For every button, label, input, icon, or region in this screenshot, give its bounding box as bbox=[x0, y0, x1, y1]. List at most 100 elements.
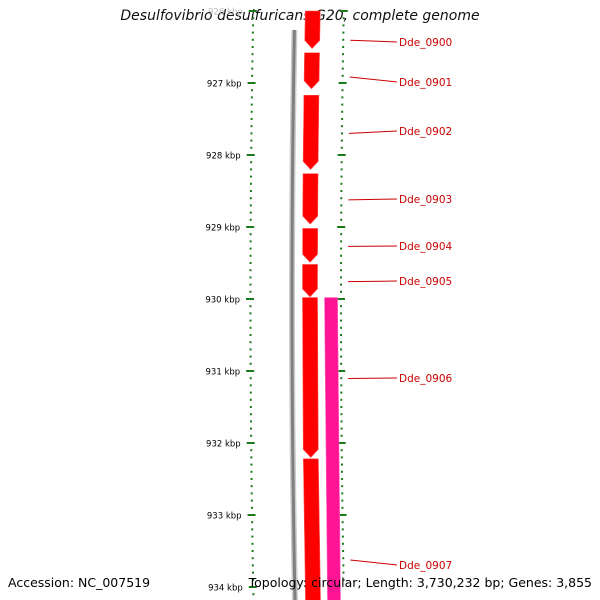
ruler-tick-minor-right bbox=[340, 233, 343, 236]
ruler-tick-minor bbox=[249, 283, 252, 286]
ruler-tick-minor bbox=[250, 139, 253, 142]
gene-label: Dde_0902 bbox=[399, 126, 452, 138]
ruler-tick-minor-right bbox=[341, 492, 344, 495]
ruler-tick-minor-right bbox=[340, 377, 343, 380]
ruler-tick-minor-right bbox=[340, 362, 343, 365]
ruler-tick-minor bbox=[250, 161, 253, 164]
ruler-tick-minor-right bbox=[340, 168, 343, 171]
ruler-tick-minor-right bbox=[340, 449, 343, 452]
map-title: Desulfovibrio desulfuricans G20, complet… bbox=[120, 8, 480, 24]
ruler-tick-minor-right bbox=[340, 182, 343, 185]
ruler-tick-minor-right bbox=[342, 578, 345, 581]
ruler-tick-minor bbox=[249, 312, 252, 315]
kbp-ruler: 926 kbp 927 kbp 928 kbp 929 kbp 930 kbp 931 k… bbox=[205, 8, 348, 596]
ruler-tick-minor bbox=[249, 348, 252, 351]
ruler-tick-minor-right bbox=[341, 74, 344, 77]
gene-label: Dde_0900 bbox=[399, 37, 452, 49]
ruler-tick-minor-right bbox=[340, 470, 343, 473]
ruler-tick-minor bbox=[251, 74, 254, 77]
ruler-tick-minor bbox=[249, 190, 252, 192]
ruler-tick-minor-right bbox=[340, 348, 343, 351]
ruler-tick-minor bbox=[251, 60, 254, 63]
ruler-tick-minor-right bbox=[341, 528, 344, 531]
ruler-tick-minor bbox=[249, 290, 252, 293]
gene-arrow-Dde_0907 bbox=[303, 458, 321, 600]
ruler-tick-minor-right bbox=[342, 550, 345, 552]
leader-line bbox=[348, 130, 398, 134]
ruler-tick-minor-right bbox=[340, 391, 343, 394]
ruler-tick-minor bbox=[249, 362, 252, 365]
ruler-tick-minor-right bbox=[341, 118, 344, 120]
ruler-tick-minor-right bbox=[340, 341, 343, 344]
ruler-tick-minor-right bbox=[341, 89, 344, 92]
ruler-tick-minor bbox=[249, 398, 252, 401]
ruler-tick-minor-right bbox=[342, 564, 345, 567]
ruler-tick-minor-right bbox=[340, 262, 343, 264]
ruler-tick-minor-right bbox=[340, 434, 343, 437]
gene-arrow-reverse_block bbox=[324, 297, 341, 600]
ruler-tick-minor-right bbox=[340, 398, 343, 401]
gene-arrow-Dde_0903 bbox=[302, 173, 319, 225]
ruler-tick-minor bbox=[250, 456, 253, 459]
gene-label: Dde_0907 bbox=[399, 560, 452, 572]
ruler-tick-minor bbox=[251, 31, 254, 34]
ruler-tick-minor bbox=[249, 182, 252, 185]
ruler-tick-label: 928 kbp bbox=[206, 152, 241, 162]
ruler-tick-minor bbox=[249, 377, 252, 380]
ruler-tick-minor-right bbox=[342, 24, 345, 27]
ruler-tick-minor-right bbox=[342, 571, 345, 574]
ruler-tick-minor-right bbox=[341, 521, 344, 524]
ruler-tick-minor bbox=[249, 319, 252, 322]
ruler-tick-minor bbox=[250, 132, 253, 135]
gene-label: Dde_0901 bbox=[399, 77, 452, 89]
ruler-tick-minor bbox=[251, 535, 254, 538]
ruler-tick-minor bbox=[249, 391, 252, 394]
gene-arrow-Dde_0900 bbox=[304, 10, 321, 49]
ruler-tick-minor bbox=[249, 384, 252, 387]
leader-line bbox=[350, 559, 398, 566]
ruler-tick-minor-right bbox=[340, 204, 343, 207]
ruler-tick-minor bbox=[250, 175, 253, 178]
ruler-tick-minor bbox=[250, 168, 253, 171]
ruler-tick-minor bbox=[251, 53, 254, 56]
ruler-tick-minor-right bbox=[340, 240, 343, 243]
ruler-tick-minor-right bbox=[340, 276, 343, 279]
ruler-tick-minor-right bbox=[340, 427, 343, 430]
ruler-tick-minor bbox=[249, 413, 252, 416]
leader-line bbox=[348, 198, 398, 201]
gene-labels: Dde_0900 Dde_0901 Dde_0902 Dde_0903 Dde_0904… bbox=[348, 37, 453, 572]
ruler-tick-minor bbox=[251, 542, 254, 545]
ruler-tick-minor bbox=[249, 355, 252, 358]
ruler-tick-minor bbox=[249, 334, 252, 336]
ruler-tick-minor bbox=[249, 262, 252, 264]
ruler-tick-minor bbox=[250, 96, 253, 99]
ruler-tick-minor-right bbox=[341, 478, 344, 480]
ruler-tick-minor-right bbox=[342, 31, 345, 34]
ruler-tick-minor bbox=[249, 247, 252, 250]
ruler-tick-minor-right bbox=[340, 269, 343, 272]
gene-arrow-Dde_0904 bbox=[302, 228, 318, 263]
ruler-tick-minor bbox=[249, 420, 252, 423]
ruler-tick-minor bbox=[249, 211, 252, 214]
gene-arrow-Dde_0905 bbox=[302, 264, 318, 298]
ruler-tick-minor-right bbox=[341, 125, 344, 128]
gene-track bbox=[302, 10, 341, 600]
ruler-tick-minor-right bbox=[340, 132, 343, 135]
ruler-tick-minor bbox=[249, 204, 252, 207]
ruler-tick-minor bbox=[252, 17, 255, 20]
ruler-tick-minor bbox=[249, 276, 252, 279]
ruler-tick-minor-right bbox=[340, 456, 343, 459]
ruler-tick-minor-right bbox=[340, 161, 343, 164]
ruler-tick-minor bbox=[250, 118, 253, 120]
ruler-tick-label: 929 kbp bbox=[206, 224, 241, 234]
ruler-tick-minor-right bbox=[341, 96, 344, 99]
ruler-tick-minor bbox=[251, 528, 254, 531]
ruler-tick-minor-right bbox=[340, 355, 343, 358]
ruler-tick-minor bbox=[249, 406, 252, 408]
ruler-tick-minor-right bbox=[341, 542, 344, 545]
ruler-tick-label: 932 kbp bbox=[206, 440, 241, 450]
gene-label: Dde_0903 bbox=[399, 194, 452, 206]
ruler-tick-minor-right bbox=[340, 139, 343, 142]
ruler-tick-minor-right bbox=[340, 305, 343, 308]
